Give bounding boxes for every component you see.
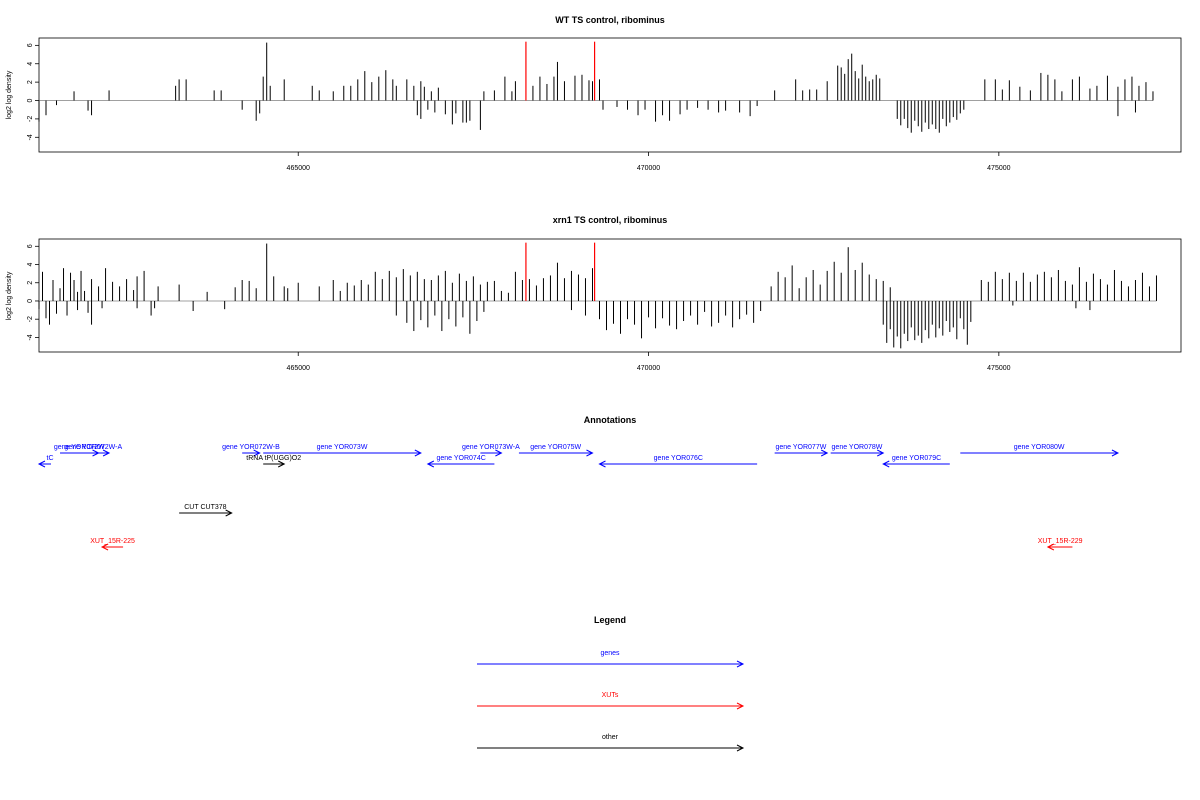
xrn1-y-axis-label: log2 log density: [6, 271, 13, 320]
legend-label: XUTs: [602, 692, 619, 699]
y-tick-label: 0: [27, 98, 34, 102]
feature-arrowhead: [37, 460, 46, 468]
wt-y-axis-label: log2 log density: [6, 70, 13, 119]
y-tick-label: 4: [27, 262, 34, 266]
legend-arrowhead: [736, 702, 745, 710]
x-tick-label: 465000: [287, 365, 310, 372]
legend-title: Legend: [594, 615, 626, 625]
feature-arrowhead: [1046, 543, 1055, 551]
xrn1-track-title: xrn1 TS control, ribominus: [553, 215, 668, 225]
feature-arrowhead: [820, 449, 829, 457]
legend-arrowhead: [736, 660, 745, 668]
x-tick-label: 475000: [987, 165, 1010, 172]
annotations-title: Annotations: [584, 415, 637, 425]
feature-arrowhead: [598, 460, 606, 468]
feature-label: gene YOR077W: [775, 444, 826, 451]
x-tick-label: 475000: [987, 365, 1010, 372]
legend-layer: genes XUTs other: [477, 650, 745, 752]
feature-arrowhead: [277, 460, 286, 468]
feature-label: gene YOR072W: [54, 444, 105, 451]
feature-arrowhead: [882, 460, 890, 468]
feature-arrowhead: [414, 449, 422, 457]
y-tick-label: 2: [27, 281, 34, 285]
feature-arrowhead: [102, 449, 111, 457]
y-tick-label: -2: [27, 116, 34, 122]
y-tick-label: 2: [27, 80, 34, 84]
feature-label: gene YOR078W: [832, 444, 883, 451]
feature-label: gene YOR080W: [1014, 444, 1065, 451]
feature-label: gene YOR074C: [436, 455, 485, 462]
wt-track-title: WT TS control, ribominus: [555, 15, 665, 25]
feature-label: XUT_15R-229: [1038, 538, 1083, 545]
feature-label: tC: [47, 455, 54, 462]
y-tick-label: -4: [27, 334, 34, 340]
feature-arrowhead: [426, 460, 435, 468]
xrn1-plot-frame: [38, 238, 1182, 353]
feature-arrowhead: [877, 449, 885, 457]
feature-arrowhead: [253, 449, 261, 457]
y-tick-label: 4: [27, 62, 34, 66]
xrn1-track-panel: xrn1 TS control, ribominus log2 log dens…: [6, 215, 1182, 372]
wt-track-panel: WT TS control, ribominus log2 log densit…: [6, 15, 1182, 172]
feature-arrowhead: [225, 509, 233, 517]
legend-panel: Legend genes XUTs other: [477, 615, 745, 752]
feature-arrowhead: [1111, 449, 1120, 457]
legend-label: other: [602, 734, 619, 741]
legend-arrowhead: [736, 744, 745, 752]
feature-label: gene YOR075W: [530, 444, 581, 451]
xrn1-plot-content: -4 -2 0 2 4 6 465000 470000 475000: [27, 242, 1157, 372]
legend-label: genes: [600, 650, 620, 657]
feature-label: XUT_15R-225: [90, 538, 135, 545]
y-tick-label: 6: [27, 43, 34, 47]
x-tick-label: 470000: [637, 365, 660, 372]
feature-label: gene YOR073W-A: [462, 444, 520, 451]
feature-arrowhead: [100, 543, 109, 551]
feature-arrowhead: [495, 449, 503, 457]
x-tick-label: 470000: [637, 165, 660, 172]
feature-label: tRNA tP(UGG)O2: [246, 455, 301, 462]
feature-label: gene YOR072W-B: [222, 444, 280, 451]
wt-plot-content: -4 -2 0 2 4 6 465000 470000 475000: [27, 41, 1154, 172]
y-tick-label: -4: [27, 134, 34, 140]
feature-label: gene YOR079C: [892, 455, 941, 462]
y-tick-label: 0: [27, 299, 34, 303]
wt-plot-frame: [38, 37, 1182, 153]
y-tick-label: 6: [27, 244, 34, 248]
y-tick-label: -2: [27, 316, 34, 322]
feature-label: gene YOR072W-A: [64, 444, 122, 451]
feature-label: gene YOR073W: [317, 444, 368, 451]
feature-label: gene YOR076C: [654, 455, 703, 462]
x-tick-label: 465000: [287, 165, 310, 172]
feature-label: CUT CUT378: [184, 504, 226, 511]
feature-arrowhead: [586, 449, 594, 457]
